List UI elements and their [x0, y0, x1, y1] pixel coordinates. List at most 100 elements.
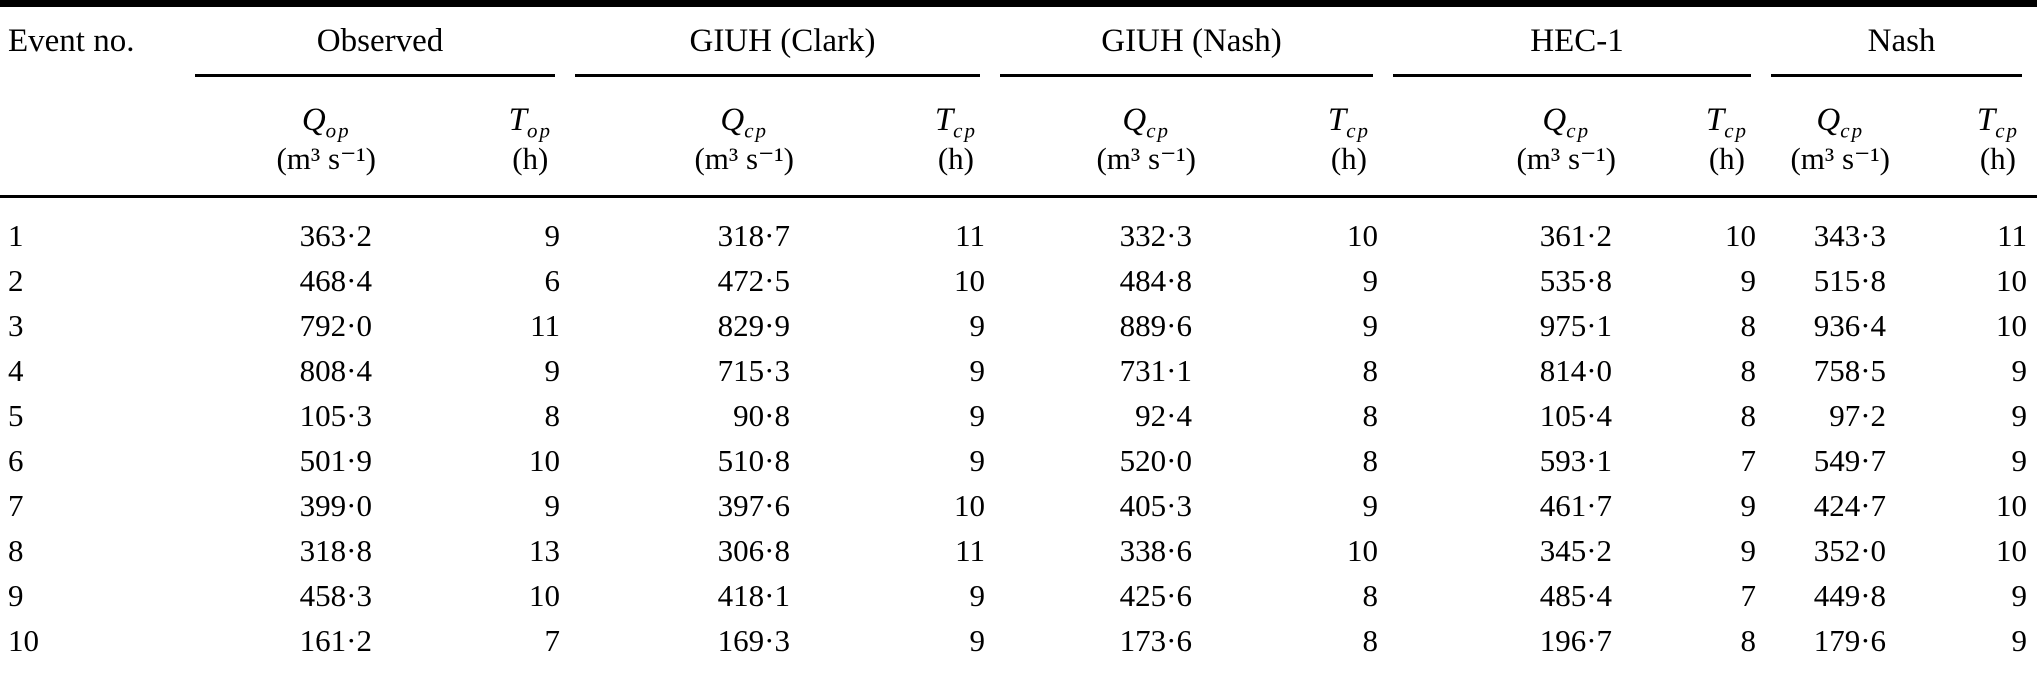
- q-unit: (m³ s⁻¹): [1516, 141, 1617, 177]
- group-header-observed: Observed: [190, 4, 570, 78]
- t-value-cell: 8: [1362, 622, 1379, 658]
- column-header-event: Event no.: [8, 23, 135, 59]
- q-unit: (m³ s⁻¹): [1096, 141, 1196, 177]
- t-value-cell: 9: [1362, 262, 1379, 298]
- t-value-cell: 8: [1740, 397, 1757, 433]
- q-value-cell: 461·7: [1539, 487, 1613, 523]
- q-value-cell: 338·6: [1119, 532, 1192, 568]
- t-unit: (h): [937, 141, 974, 177]
- group-header-nash: Nash: [1766, 4, 2037, 78]
- t-value-cell: 9: [969, 622, 986, 658]
- t-value-cell: 9: [969, 352, 986, 388]
- t-value-cell: 8: [1362, 442, 1379, 478]
- q-value-cell: 397·6: [717, 487, 790, 523]
- t-symbol: Tcp: [1327, 101, 1371, 143]
- t-value-cell: 9: [969, 577, 986, 613]
- column-header-q-observed: Qop (m³ s⁻¹): [190, 77, 382, 199]
- q-value-cell: 405·3: [1119, 487, 1192, 523]
- table-row: 2 468·4 6 472·5 10 484·8 9 535·8 9 515·8 10: [0, 258, 2037, 303]
- q-value-cell: 758·5: [1813, 352, 1887, 388]
- q-value-cell: 425·6: [1119, 577, 1192, 613]
- t-symbol: Tcp: [1976, 101, 2020, 143]
- t-symbol: Top: [508, 101, 552, 143]
- t-value-cell: 9: [969, 397, 986, 433]
- q-value-cell: 936·4: [1813, 307, 1887, 343]
- event-number-cell: 9: [8, 577, 24, 613]
- t-value-cell: 7: [1740, 577, 1757, 613]
- t-value-cell: 9: [1740, 487, 1757, 523]
- t-value-cell: 9: [2011, 442, 2028, 478]
- sub-header-row: Qop (m³ s⁻¹) Top (h) Qcp (m³ s⁻¹) Tcp (h) Qc…: [0, 77, 2037, 199]
- t-value-cell: 9: [1740, 262, 1757, 298]
- q-value-cell: 105·4: [1539, 397, 1613, 433]
- table-row: 10 161·2 7 169·3 9 173·6 8 196·7 8 179·6 9: [0, 618, 2037, 680]
- q-unit: (m³ s⁻¹): [694, 141, 794, 177]
- t-value-cell: 10: [1996, 532, 2028, 568]
- q-value-cell: 458·3: [299, 577, 372, 613]
- table-row: 7 399·0 9 397·6 10 405·3 9 461·7 9 424·7 10: [0, 483, 2037, 528]
- t-value-cell: 10: [1996, 487, 2028, 523]
- t-value-cell: 6: [544, 262, 561, 298]
- q-value-cell: 345·2: [1539, 532, 1613, 568]
- q-value-cell: 332·3: [1119, 217, 1192, 253]
- group-underline: [1771, 73, 2023, 77]
- group-header-giuh-nash: GIUH (Nash): [995, 4, 1388, 78]
- q-value-cell: 814·0: [1539, 352, 1613, 388]
- t-value-cell: 11: [955, 217, 985, 253]
- group-label: Observed: [316, 23, 444, 59]
- q-unit: (m³ s⁻¹): [276, 141, 376, 177]
- event-number-cell: 7: [8, 487, 24, 523]
- t-value-cell: 10: [954, 262, 985, 298]
- sub-header-spacer: [0, 77, 190, 199]
- table-row: 4 808·4 9 715·3 9 731·1 8 814·0 8 758·5 9: [0, 348, 2037, 393]
- t-value-cell: 10: [1996, 307, 2028, 343]
- column-header-q-hec-1: Qcp (m³ s⁻¹): [1388, 77, 1623, 199]
- event-number-cell: 4: [8, 352, 24, 388]
- group-header-giuh-clark: GIUH (Clark): [570, 4, 995, 78]
- t-value-cell: 8: [1740, 352, 1757, 388]
- table-body: 1 363·2 9 318·7 11 332·3 10 361·2 10 343·3 11 2 468·…: [0, 197, 2037, 680]
- group-underline: [575, 73, 980, 77]
- t-value-cell: 8: [1362, 397, 1379, 433]
- column-header-t-giuh-clark: Tcp (h): [800, 77, 995, 199]
- group-underline: [1000, 73, 1374, 77]
- event-number-cell: 6: [8, 442, 24, 478]
- t-value-cell: 9: [969, 307, 986, 343]
- q-symbol: Qcp: [1122, 101, 1171, 143]
- group-label: GIUH (Nash): [1101, 23, 1282, 59]
- group-underline: [195, 73, 555, 77]
- t-value-cell: 9: [544, 487, 561, 523]
- q-symbol: Qcp: [1816, 101, 1865, 143]
- t-value-cell: 10: [1347, 532, 1379, 568]
- t-value-cell: 11: [530, 307, 560, 343]
- t-value-cell: 9: [2011, 577, 2028, 613]
- q-value-cell: 318·7: [717, 217, 790, 253]
- q-value-cell: 829·9: [717, 307, 790, 343]
- t-value-cell: 9: [969, 442, 986, 478]
- q-value-cell: 715·3: [717, 352, 790, 388]
- group-label: Nash: [1867, 23, 1936, 59]
- column-header-t-nash: Tcp (h): [1896, 77, 2037, 199]
- event-number-cell: 2: [8, 262, 24, 298]
- t-value-cell: 8: [1740, 622, 1757, 658]
- q-value-cell: 418·1: [717, 577, 790, 613]
- table-row: 1 363·2 9 318·7 11 332·3 10 361·2 10 343·3 11: [0, 197, 2037, 259]
- t-value-cell: 10: [1996, 262, 2028, 298]
- q-value-cell: 161·2: [299, 622, 372, 658]
- q-value-cell: 808·4: [299, 352, 372, 388]
- t-value-cell: 13: [529, 532, 560, 568]
- q-value-cell: 363·2: [299, 217, 372, 253]
- t-value-cell: 11: [955, 532, 985, 568]
- q-value-cell: 173·6: [1119, 622, 1192, 658]
- t-value-cell: 9: [2011, 352, 2028, 388]
- q-value-cell: 975·1: [1539, 307, 1613, 343]
- table-row: 5 105·3 8 90·8 9 92·4 8 105·4 8 97·2 9: [0, 393, 2037, 438]
- t-value-cell: 9: [1362, 487, 1379, 523]
- t-value-cell: 9: [1740, 532, 1757, 568]
- event-number-cell: 10: [8, 622, 39, 658]
- t-value-cell: 7: [544, 622, 561, 658]
- event-number-cell: 8: [8, 532, 24, 568]
- column-header-t-giuh-nash: Tcp (h): [1202, 77, 1389, 199]
- table-header: Event no. Observed GIUH (Clark) GIUH (Na…: [0, 4, 2037, 199]
